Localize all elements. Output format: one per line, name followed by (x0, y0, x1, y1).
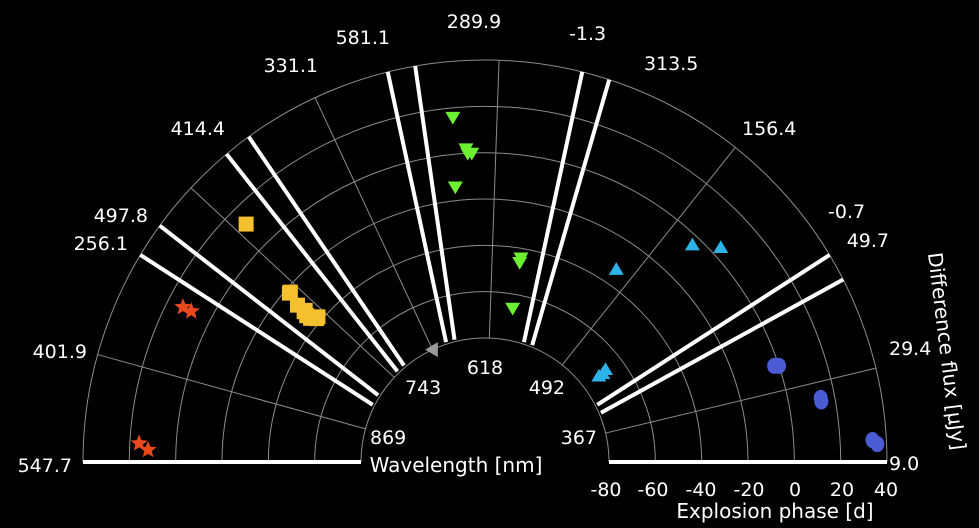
flux-tick-label: 331.1 (264, 55, 318, 77)
flux-tick-label: 497.8 (94, 205, 148, 227)
flux-tick-label: 289.9 (447, 11, 501, 33)
data-point (598, 362, 614, 375)
data-point (445, 111, 461, 125)
radial-tick-label: 40 (874, 479, 898, 501)
data-point (505, 302, 521, 316)
wedge-separator (225, 152, 400, 373)
flux-tick-label: 256.1 (74, 233, 128, 255)
radial-tick-label: -20 (733, 479, 764, 501)
data-point (281, 285, 297, 301)
wedge-separator (596, 253, 831, 407)
radial-tick-label: -80 (590, 479, 621, 501)
radial-tick-label: -60 (637, 479, 668, 501)
flux-tick-label: 29.4 (889, 338, 931, 360)
grid-arc (221, 198, 749, 463)
tick-labels: -80 -60 -40 -20 0 20 40 869 743 618 492 367 9.0 29.4 4… (18, 11, 932, 501)
grid-arc (267, 244, 703, 463)
radial-axis-label: Explosion phase [d] (676, 499, 873, 523)
flux-tick-label: 9.0 (889, 453, 919, 475)
flux-tick-label: -1.3 (569, 23, 606, 45)
angular-tick-label: 869 (370, 427, 406, 449)
grid-radial (314, 97, 434, 350)
wedge-separator (247, 135, 406, 367)
data-point (684, 237, 700, 251)
chart-grid (82, 59, 888, 463)
wedge-separator (413, 65, 457, 341)
data-point (238, 216, 254, 232)
grid-arc (82, 59, 888, 463)
grid-radial (190, 187, 395, 378)
data-points (130, 111, 885, 458)
radial-tick-label: 20 (830, 479, 854, 501)
data-point (813, 389, 828, 406)
grid-arc (175, 152, 795, 463)
flux-tick-label: 401.9 (33, 341, 87, 363)
data-point (608, 262, 624, 275)
data-point (174, 298, 192, 315)
flux-tick-label: 581.1 (336, 27, 390, 49)
data-point (447, 181, 463, 195)
data-point (130, 434, 148, 451)
radial-tick-label: 0 (789, 479, 801, 501)
angular-tick-label: 492 (529, 377, 565, 399)
radial-tick-label: -40 (685, 479, 716, 501)
data-point (182, 302, 200, 319)
wedge-separator (385, 71, 449, 343)
grid-radial (97, 354, 366, 430)
flux-tick-label: 49.7 (847, 230, 889, 252)
data-point (458, 143, 474, 157)
flux-tick-label: 547.7 (18, 455, 72, 477)
wedge-separator (600, 277, 845, 415)
flux-tick-label: 313.5 (644, 53, 698, 75)
grid-radial (605, 367, 877, 434)
data-point (289, 297, 305, 313)
flux-tick-label: 156.4 (742, 118, 796, 140)
wedge-separators (83, 65, 887, 464)
angular-tick-label: 367 (561, 427, 597, 449)
wedge-separator (521, 71, 585, 343)
angular-tick-label: 743 (405, 377, 441, 399)
grid-radial (561, 147, 736, 366)
data-point (513, 252, 529, 266)
data-point (767, 357, 782, 374)
data-point (713, 240, 729, 253)
wedge-separator (158, 224, 380, 397)
angular-tick-label: 618 (467, 357, 503, 379)
grid-radial (488, 60, 500, 339)
data-point (870, 436, 885, 453)
grid-arc (314, 291, 656, 463)
data-point (425, 342, 438, 358)
flux-tick-label: -0.7 (828, 201, 865, 223)
wedge-separator (139, 253, 374, 407)
data-point (139, 440, 157, 458)
grid-arc (360, 337, 610, 463)
grid-arc (128, 105, 842, 463)
angular-axis-label: Wavelength [nm] (370, 453, 543, 477)
flux-tick-label: 414.4 (171, 118, 225, 140)
wedge-separator (530, 79, 612, 346)
